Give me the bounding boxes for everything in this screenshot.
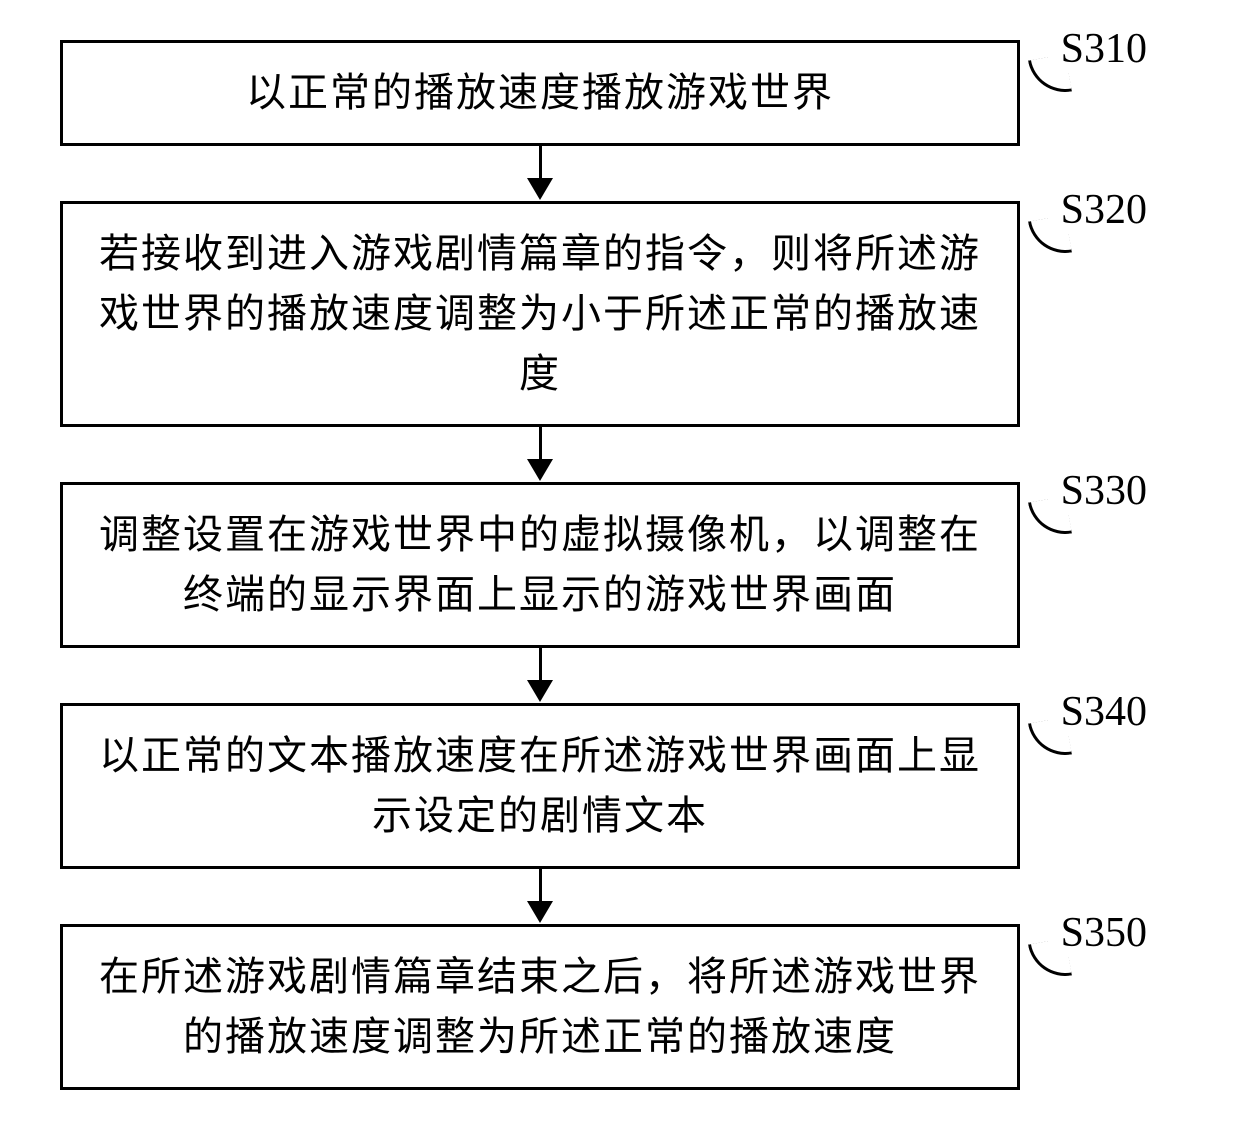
flowchart-arrow <box>60 427 1020 482</box>
flowchart-step: 若接收到进入游戏剧情篇章的指令，则将所述游戏世界的播放速度调整为小于所述正常的播… <box>60 201 1020 427</box>
step-label: S330 <box>1061 467 1147 515</box>
arrow-head-icon <box>527 901 553 923</box>
step-label: S320 <box>1061 186 1147 234</box>
step-text: 调整设置在游戏世界中的虚拟摄像机，以调整在终端的显示界面上显示的游戏世界画面 <box>93 505 987 625</box>
step-label: S340 <box>1061 688 1147 736</box>
flowchart-arrow <box>60 648 1020 703</box>
arrow-head-icon <box>527 459 553 481</box>
flowchart-step: 以正常的播放速度播放游戏世界 S310 <box>60 40 1020 146</box>
flowchart-arrow <box>60 146 1020 201</box>
step-label: S350 <box>1061 909 1147 957</box>
flowchart-step: 以正常的文本播放速度在所述游戏世界画面上显示设定的剧情文本 S340 <box>60 703 1020 869</box>
flowchart-step: 调整设置在游戏世界中的虚拟摄像机，以调整在终端的显示界面上显示的游戏世界画面 S… <box>60 482 1020 648</box>
arrow-head-icon <box>527 178 553 200</box>
flowchart-step: 在所述游戏剧情篇章结束之后，将所述游戏世界的播放速度调整为所述正常的播放速度 S… <box>60 924 1020 1090</box>
arrow-head-icon <box>527 680 553 702</box>
step-text: 在所述游戏剧情篇章结束之后，将所述游戏世界的播放速度调整为所述正常的播放速度 <box>93 947 987 1067</box>
step-text: 若接收到进入游戏剧情篇章的指令，则将所述游戏世界的播放速度调整为小于所述正常的播… <box>93 224 987 404</box>
flowchart-container: 以正常的播放速度播放游戏世界 S310 若接收到进入游戏剧情篇章的指令，则将所述… <box>60 40 1180 1090</box>
step-label: S310 <box>1061 25 1147 73</box>
flowchart-arrow <box>60 869 1020 924</box>
step-text: 以正常的播放速度播放游戏世界 <box>246 63 834 123</box>
step-text: 以正常的文本播放速度在所述游戏世界画面上显示设定的剧情文本 <box>93 726 987 846</box>
